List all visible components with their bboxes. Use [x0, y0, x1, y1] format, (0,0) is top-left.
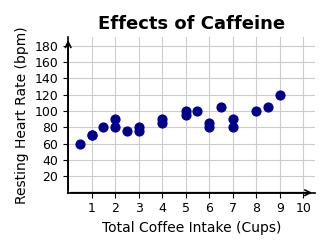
Point: [159, 121, 165, 125]
Point: [136, 130, 141, 134]
Point: [265, 105, 271, 109]
Point: [277, 92, 282, 96]
Point: [183, 113, 188, 117]
Point: [101, 125, 106, 129]
Point: [230, 117, 235, 121]
Point: [230, 125, 235, 129]
Point: [195, 109, 200, 113]
Point: [136, 125, 141, 129]
Point: [218, 105, 224, 109]
Point: [113, 117, 118, 121]
X-axis label: Total Coffee Intake (Cups): Total Coffee Intake (Cups): [102, 221, 281, 235]
Point: [113, 125, 118, 129]
Point: [89, 134, 94, 138]
Point: [77, 142, 82, 146]
Title: Effects of Caffeine: Effects of Caffeine: [98, 15, 285, 33]
Point: [89, 134, 94, 138]
Y-axis label: Resting Heart Rate (bpm): Resting Heart Rate (bpm): [15, 26, 29, 204]
Point: [183, 109, 188, 113]
Point: [253, 109, 259, 113]
Point: [207, 121, 212, 125]
Point: [207, 125, 212, 129]
Point: [159, 117, 165, 121]
Point: [124, 130, 130, 134]
